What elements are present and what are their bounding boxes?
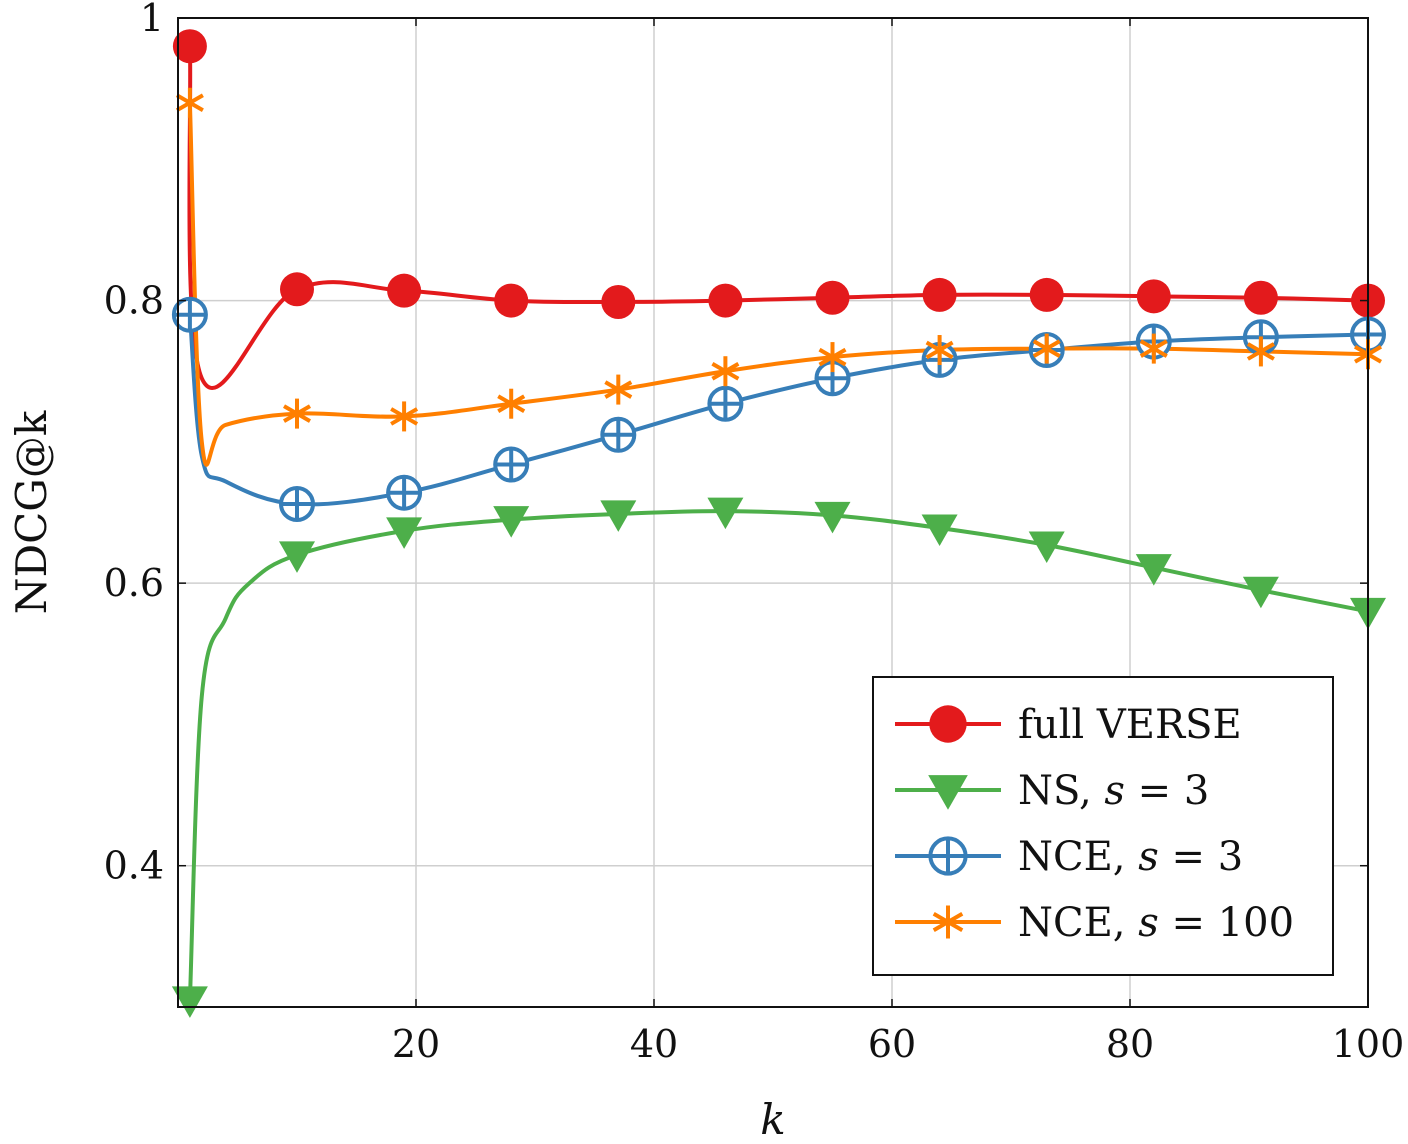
data-point-marker [1136, 279, 1171, 314]
legend-label: NCE, s = 3 [1018, 834, 1243, 880]
data-point-marker [1246, 336, 1275, 367]
x-tick-label: 60 [868, 1022, 916, 1066]
data-point-marker [1032, 333, 1061, 364]
legend-entry: NCE, s = 100 [895, 900, 1294, 946]
data-point-marker [814, 501, 851, 534]
data-point-marker [493, 506, 530, 538]
legend-label: NS, s = 3 [1018, 768, 1209, 814]
data-point-marker [922, 277, 957, 312]
series-marker-group [171, 296, 1386, 523]
data-point-marker [711, 356, 740, 387]
data-point-marker [601, 284, 636, 319]
series-marker-group [172, 29, 1385, 319]
data-point-marker [387, 273, 422, 308]
data-point-marker [386, 474, 423, 511]
axis-ticks: 20 40 60 80 100 0.4 0.6 0.8 1 [104, 0, 1405, 1066]
data-point-marker [280, 272, 314, 307]
data-point-marker [928, 775, 968, 810]
series-line [187, 46, 1369, 390]
x-axis-label: k [760, 1095, 785, 1144]
y-tick-label: 0.8 [104, 279, 164, 323]
data-point-marker [171, 986, 208, 1018]
plot-area-frame [177, 17, 1369, 1008]
data-point-marker [604, 374, 633, 405]
data-point-marker [600, 416, 637, 453]
legend-label: NCE, s = 100 [1018, 900, 1294, 946]
y-tick-label: 0.6 [104, 561, 164, 605]
y-tick-label: 1 [140, 0, 164, 40]
y-tick-label: 0.4 [104, 844, 164, 888]
data-point-marker [932, 905, 964, 939]
series-line [187, 102, 1369, 467]
x-tick-label: 100 [1332, 1022, 1405, 1066]
legend-label: full VERSE [1018, 702, 1242, 748]
data-point-marker [283, 398, 311, 429]
data-point-marker [1135, 554, 1172, 586]
x-tick-label: 20 [392, 1022, 440, 1066]
x-tick-label: 80 [1106, 1022, 1154, 1066]
data-point-marker [494, 283, 529, 318]
x-tick-label: 40 [630, 1022, 678, 1066]
data-point-marker [386, 517, 423, 549]
y-axis-label: NDCG@k [7, 410, 56, 614]
legend: full VERSE NS, s = 3 NCE, s = 3 NCE, s = 10… [872, 676, 1334, 976]
data-point-marker [497, 388, 526, 419]
data-point-marker [925, 335, 954, 366]
data-point-marker [600, 500, 637, 532]
data-point-marker [815, 280, 850, 315]
series-line [187, 314, 1369, 507]
data-point-marker [279, 541, 315, 573]
data-point-marker [279, 486, 315, 523]
series-marker-group [175, 87, 1382, 432]
data-point-marker [707, 497, 744, 530]
data-point-marker [818, 342, 847, 373]
data-point-marker [929, 705, 967, 743]
data-point-marker [1242, 576, 1279, 609]
legend-entry: NS, s = 3 [895, 768, 1209, 814]
data-point-marker [707, 385, 744, 422]
data-point-marker [1029, 277, 1064, 312]
series-markers [171, 29, 1386, 1018]
data-point-marker [171, 296, 208, 333]
legend-entry: NCE, s = 3 [895, 834, 1243, 880]
data-point-marker [708, 283, 743, 318]
data-point-marker [1028, 531, 1065, 563]
data-point-marker [1139, 333, 1168, 364]
data-point-marker [928, 836, 968, 876]
data-point-marker [1243, 280, 1278, 315]
legend-entry: full VERSE [895, 702, 1242, 748]
series-marker-group [171, 497, 1386, 1018]
data-point-marker [493, 446, 530, 483]
data-point-marker [921, 514, 958, 547]
data-point-marker [175, 87, 204, 118]
data-point-marker [172, 29, 207, 64]
data-point-marker [390, 401, 419, 432]
